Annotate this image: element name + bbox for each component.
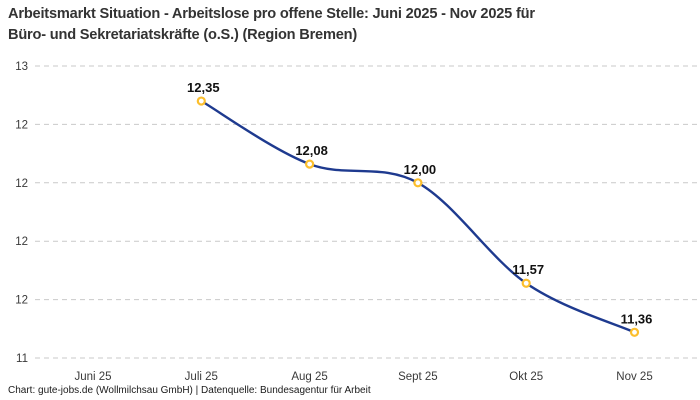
- x-axis-tick-label: Okt 25: [509, 371, 543, 383]
- chart-source-credit: Chart: gute-jobs.de (Wollmilchsau GmbH) …: [8, 385, 371, 396]
- x-axis-tick-label: Aug 25: [291, 371, 327, 383]
- data-point-label: 12,08: [295, 143, 328, 158]
- data-point-marker[interactable]: [305, 159, 315, 169]
- x-axis-tick-label: Juni 25: [74, 371, 111, 383]
- y-axis-tick-label: 12: [15, 295, 28, 307]
- chart-title: Arbeitsmarkt Situation - Arbeitslose pro…: [8, 4, 535, 46]
- data-point-label: 11,36: [621, 311, 653, 326]
- y-axis-tick-label: 12: [15, 236, 28, 248]
- data-point-marker[interactable]: [196, 96, 206, 106]
- data-point-label: 12,35: [187, 80, 220, 95]
- data-point-marker[interactable]: [629, 327, 640, 337]
- chart-title-line-1: Arbeitsmarkt Situation - Arbeitslose pro…: [8, 6, 535, 22]
- chart-title-line-2: Büro- und Sekretariatskräfte (o.S.) (Reg…: [8, 27, 358, 43]
- x-axis-tick-label: Sept 25: [398, 371, 438, 383]
- x-axis-tick-label: Juli 25: [185, 371, 218, 383]
- data-point-label: 11,57: [512, 262, 544, 277]
- data-point-marker[interactable]: [521, 278, 531, 288]
- y-axis-tick-label: 13: [15, 61, 28, 73]
- y-axis-tick-label: 12: [15, 178, 28, 190]
- y-axis-tick-label: 11: [16, 353, 28, 365]
- data-point-marker[interactable]: [413, 178, 423, 188]
- series-line: [200, 99, 636, 334]
- x-axis-tick-label: Nov 25: [616, 371, 652, 383]
- y-axis-tick-label: 12: [15, 119, 28, 131]
- data-point-label: 12,00: [404, 162, 437, 177]
